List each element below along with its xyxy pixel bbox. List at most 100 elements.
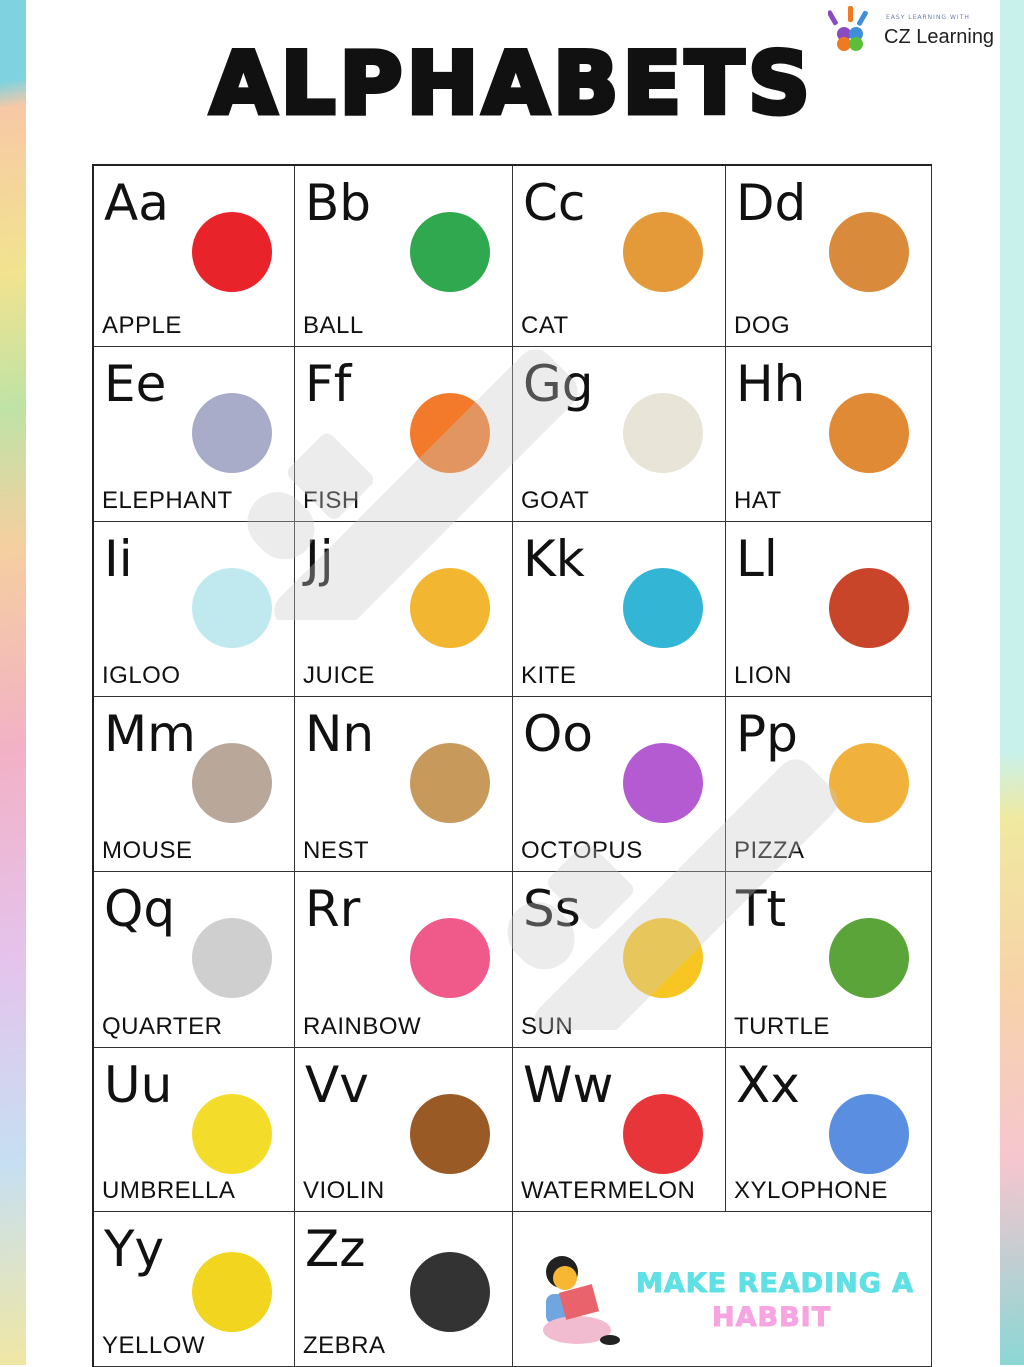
letter: Kk	[523, 530, 585, 588]
word: DOG	[734, 312, 791, 339]
word: CAT	[521, 312, 569, 339]
letter: Vv	[305, 1056, 369, 1114]
cell-juice: Jj JUICE	[295, 522, 513, 697]
igloo-icon	[192, 568, 272, 648]
word: ZEBRA	[303, 1332, 386, 1359]
cell-nest: Nn NEST	[295, 697, 513, 872]
banner-line-2: HABBIT	[711, 1302, 832, 1334]
word: RAINBOW	[303, 1013, 422, 1040]
cell-apple: Aa APPLE	[94, 166, 295, 347]
letter: Cc	[523, 174, 586, 232]
cell-zebra: Zz ZEBRA	[295, 1212, 513, 1367]
rainbow-icon	[410, 918, 490, 998]
word: SUN	[521, 1013, 574, 1040]
letter: Oo	[523, 705, 593, 763]
cell-kite: Kk KITE	[513, 522, 726, 697]
sun-icon	[623, 918, 703, 998]
letter: Nn	[305, 705, 375, 763]
hat-icon	[829, 393, 909, 473]
letter: Ee	[104, 355, 167, 413]
cz-learning-logo: EASY LEARNING WITH CZ Learning	[824, 2, 994, 58]
cell-elephant: Ee ELEPHANT	[94, 347, 295, 522]
letter: Dd	[736, 174, 807, 232]
yellow-crayon-icon	[192, 1252, 272, 1332]
word: APPLE	[102, 312, 182, 339]
word: FISH	[303, 487, 360, 514]
cell-umbrella: Uu UMBRELLA	[94, 1048, 295, 1212]
word: ELEPHANT	[102, 487, 233, 514]
letter: Mm	[104, 705, 196, 763]
elephant-icon	[192, 393, 272, 473]
cell-pizza: Pp PIZZA	[726, 697, 932, 872]
word: XYLOPHONE	[734, 1177, 888, 1204]
cell-xylophone: Xx XYLOPHONE	[726, 1048, 932, 1212]
umbrella-icon	[192, 1094, 272, 1174]
letter: Yy	[104, 1220, 165, 1278]
cell-quarter: Qq QUARTER	[94, 872, 295, 1048]
cell-hat: Hh HAT	[726, 347, 932, 522]
fish-icon	[410, 393, 490, 473]
right-decorative-border	[1000, 0, 1024, 1365]
xylophone-icon	[829, 1094, 909, 1174]
letter: Zz	[305, 1220, 366, 1278]
word: UMBRELLA	[102, 1177, 236, 1204]
alphabet-grid: Aa APPLE Bb BALL Cc CAT Dd DOG Ee ELEPHANT Ff FISH G…	[92, 164, 932, 1367]
letter: Qq	[104, 880, 176, 938]
octopus-icon	[623, 743, 703, 823]
word: YELLOW	[102, 1332, 206, 1359]
word: JUICE	[303, 662, 375, 689]
kite-icon	[623, 568, 703, 648]
violin-icon	[410, 1094, 490, 1174]
letter: Tt	[736, 880, 787, 938]
cell-lion: Ll LION	[726, 522, 932, 697]
letter: Ll	[736, 530, 778, 588]
word: VIOLIN	[303, 1177, 385, 1204]
cell-goat: Gg GOAT	[513, 347, 726, 522]
letter: Bb	[305, 174, 372, 232]
banner-line-1: MAKE READING A	[635, 1268, 915, 1300]
cell-turtle: Tt TURTLE	[726, 872, 932, 1048]
cell-fish: Ff FISH	[295, 347, 513, 522]
word: BALL	[303, 312, 364, 339]
apple-icon	[192, 212, 272, 292]
zebra-icon	[410, 1252, 490, 1332]
letter: Xx	[736, 1056, 800, 1114]
ball-icon	[410, 212, 490, 292]
logo-tagline: EASY LEARNING WITH	[886, 14, 970, 21]
reading-banner: MAKE READING A HABBIT	[512, 1212, 930, 1365]
word: IGLOO	[102, 662, 181, 689]
word: KITE	[521, 662, 577, 689]
nest-icon	[410, 743, 490, 823]
cell-violin: Vv VIOLIN	[295, 1048, 513, 1212]
cell-watermelon: Ww WATERMELON	[513, 1048, 726, 1212]
word: QUARTER	[102, 1013, 223, 1040]
cell-yellow: Yy YELLOW	[94, 1212, 295, 1367]
cell-mouse: Mm MOUSE	[94, 697, 295, 872]
cat-icon	[623, 212, 703, 292]
word: HAT	[734, 487, 782, 514]
quarter-coin-icon	[192, 918, 272, 998]
lion-icon	[829, 568, 909, 648]
letter: Rr	[305, 880, 361, 938]
letter: Ww	[523, 1056, 614, 1114]
juice-icon	[410, 568, 490, 648]
letter: Pp	[736, 705, 798, 763]
hand-logo-icon	[828, 6, 868, 51]
pizza-icon	[829, 743, 909, 823]
cell-cat: Cc CAT	[513, 166, 726, 347]
cell-ball: Bb BALL	[295, 166, 513, 347]
dog-icon	[829, 212, 909, 292]
cell-sun: Ss SUN	[513, 872, 726, 1048]
turtle-icon	[829, 918, 909, 998]
word: MOUSE	[102, 837, 193, 864]
letter: Ii	[104, 530, 133, 588]
letter: Gg	[523, 355, 594, 413]
cell-rainbow: Rr RAINBOW	[295, 872, 513, 1048]
page-title: ALPHABETS	[208, 32, 814, 137]
word: TURTLE	[734, 1013, 830, 1040]
cell-octopus: Oo OCTOPUS	[513, 697, 726, 872]
word: WATERMELON	[521, 1177, 696, 1204]
letter: Uu	[104, 1056, 173, 1114]
girl-reading-icon	[543, 1256, 620, 1345]
word: GOAT	[521, 487, 590, 514]
